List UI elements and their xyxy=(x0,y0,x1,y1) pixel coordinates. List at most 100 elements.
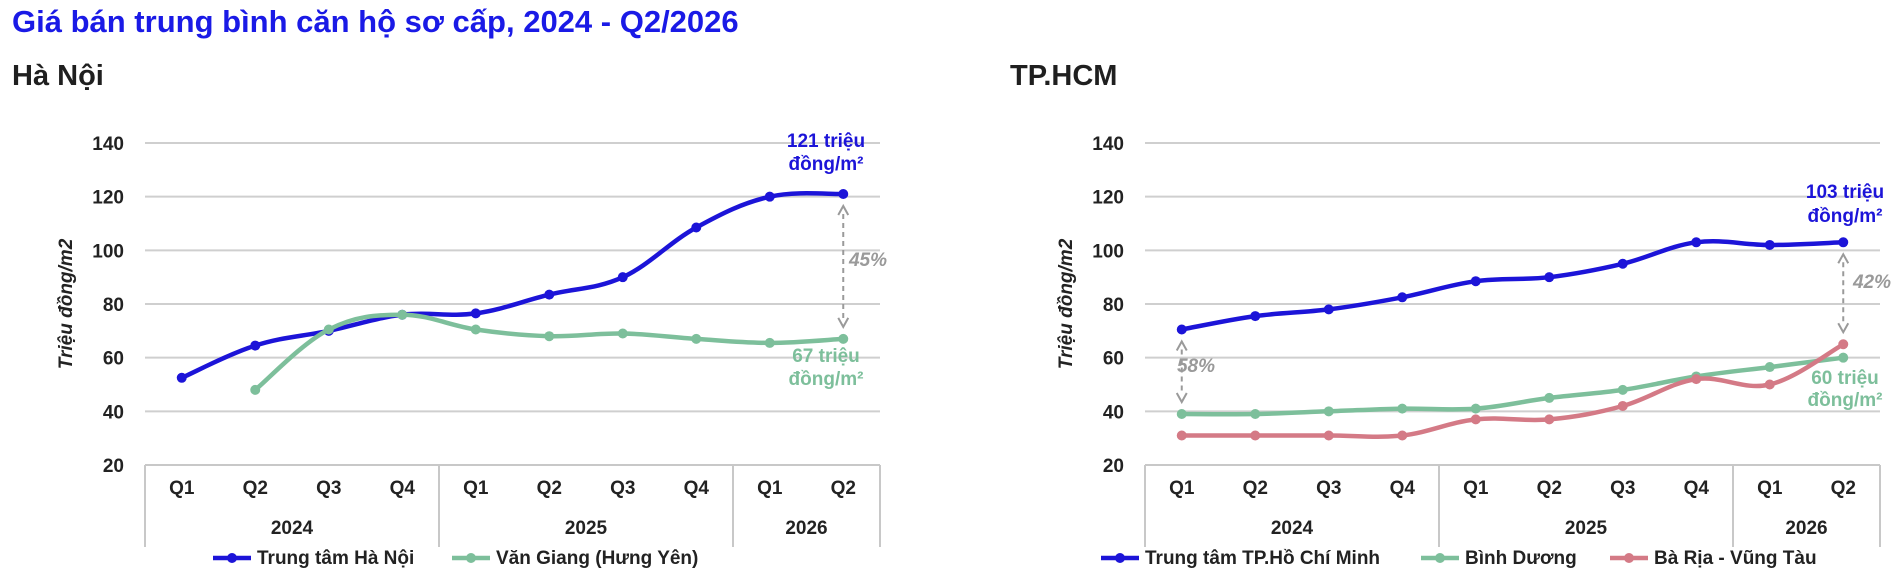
x-tick-label: Q4 xyxy=(1684,478,1710,499)
legend-label: Trung tâm TP.Hồ Chí Minh xyxy=(1145,548,1380,569)
data-point xyxy=(1397,430,1408,441)
annotation-unit: đồng/m² xyxy=(1808,390,1883,411)
data-point xyxy=(617,272,628,283)
data-point xyxy=(1691,374,1702,385)
legend-label: Văn Giang (Hưng Yên) xyxy=(496,548,698,569)
y-tick-label: 80 xyxy=(1103,295,1124,316)
data-point xyxy=(1397,292,1408,303)
legend-label: Bình Dương xyxy=(1465,548,1577,569)
data-point xyxy=(1176,430,1187,441)
data-point xyxy=(691,222,702,233)
legend-label: Trung tâm Hà Nội xyxy=(257,548,414,569)
y-tick-label: 60 xyxy=(1103,349,1124,370)
chart-hanoi: 20 40 60 80 100 120 140 Triệu đồng/m2 Q1 Q2 Q3 Q4 Q1… xyxy=(56,131,887,569)
data-point xyxy=(1250,311,1261,322)
data-point xyxy=(250,384,261,395)
data-point xyxy=(691,333,702,344)
legend-label: Bà Rịa - Vũng Tàu xyxy=(1654,548,1817,569)
data-point xyxy=(1250,409,1261,420)
data-point xyxy=(1617,258,1628,269)
data-point xyxy=(250,340,261,351)
y-tick-label: 100 xyxy=(92,241,124,262)
gap-arrow-head xyxy=(837,317,850,329)
data-point xyxy=(1470,403,1481,414)
y-tick-label: 120 xyxy=(1092,188,1124,209)
y-tick-label: 140 xyxy=(92,134,124,155)
gap-arrow-head xyxy=(1175,339,1188,351)
x-tick-label: Q1 xyxy=(1169,478,1195,499)
x-year-label: 2025 xyxy=(1565,518,1608,539)
y-axis-title: Triệu đồng/m2 xyxy=(56,238,77,369)
annotation-percent: 42% xyxy=(1852,272,1891,293)
data-point xyxy=(1544,392,1555,403)
y-tick-label: 20 xyxy=(103,456,124,477)
x-year-label: 2025 xyxy=(565,518,608,539)
series-line xyxy=(1179,355,1846,417)
y-tick-label: 80 xyxy=(103,295,124,316)
x-tick-label: Q1 xyxy=(463,478,489,499)
data-point xyxy=(1838,352,1849,363)
data-point xyxy=(1838,237,1849,248)
data-point xyxy=(1544,414,1555,425)
chart-hcm: 20 40 60 80 100 120 140 Triệu đồng/m2 Q1 Q2 Q3 Q4 Q1… xyxy=(1056,134,1891,569)
x-tick-label: Q2 xyxy=(1831,478,1856,499)
series-line xyxy=(1179,239,1846,332)
data-point xyxy=(1764,362,1775,373)
data-point xyxy=(1397,403,1408,414)
data-point xyxy=(544,289,555,300)
annotation-label: 103 triệu xyxy=(1806,182,1884,203)
x-year-label: 2024 xyxy=(1271,518,1314,539)
data-point xyxy=(1176,324,1187,335)
x-tick-label: Q3 xyxy=(610,478,635,499)
data-point xyxy=(323,324,334,335)
y-tick-label: 100 xyxy=(1092,241,1124,262)
panel-title-hanoi: Hà Nội xyxy=(12,60,104,92)
annotation-percent: 45% xyxy=(848,250,887,271)
x-tick-label: Q1 xyxy=(1463,478,1489,499)
x-tick-label: Q4 xyxy=(684,478,710,499)
x-year-label: 2026 xyxy=(1785,518,1827,539)
x-tick-label: Q3 xyxy=(316,478,341,499)
legend-marker xyxy=(1115,553,1125,563)
data-point xyxy=(544,331,555,342)
x-tick-label: Q4 xyxy=(390,478,416,499)
data-point xyxy=(1617,384,1628,395)
data-point xyxy=(1617,400,1628,411)
data-point xyxy=(1470,414,1481,425)
data-point xyxy=(1250,430,1261,441)
data-point xyxy=(1764,379,1775,390)
data-point xyxy=(764,191,775,202)
data-point xyxy=(1323,304,1334,315)
data-point xyxy=(1470,276,1481,287)
annotation-label: 67 triệu xyxy=(792,346,860,367)
y-tick-label: 20 xyxy=(1103,456,1124,477)
data-point xyxy=(838,333,849,344)
data-point xyxy=(1544,272,1555,283)
y-axis-title: Triệu đồng/m2 xyxy=(1056,238,1077,369)
series-line xyxy=(179,190,846,381)
data-point xyxy=(838,188,849,199)
data-point xyxy=(617,328,628,339)
legend-marker xyxy=(1624,553,1634,563)
x-tick-label: Q2 xyxy=(1537,478,1562,499)
data-point xyxy=(1691,237,1702,248)
data-point xyxy=(397,309,408,320)
data-point xyxy=(470,308,481,319)
x-tick-label: Q3 xyxy=(1316,478,1341,499)
panel-title-hcm: TP.HCM xyxy=(1010,60,1118,92)
x-tick-label: Q2 xyxy=(537,478,562,499)
data-point xyxy=(176,372,187,383)
legend-marker xyxy=(466,553,476,563)
legend-marker xyxy=(227,553,237,563)
data-point xyxy=(1764,239,1775,250)
annotation-unit: đồng/m² xyxy=(789,369,864,390)
x-year-label: 2024 xyxy=(271,518,314,539)
data-point xyxy=(470,324,481,335)
x-tick-label: Q4 xyxy=(1390,478,1416,499)
page-title: Giá bán trung bình căn hộ sơ cấp, 2024 -… xyxy=(12,4,739,39)
gap-arrow-head xyxy=(1175,392,1188,405)
annotation-label: 60 triệu xyxy=(1811,368,1879,389)
x-tick-label: Q1 xyxy=(169,478,195,499)
x-tick-label: Q3 xyxy=(1610,478,1635,499)
y-tick-label: 60 xyxy=(103,349,124,370)
